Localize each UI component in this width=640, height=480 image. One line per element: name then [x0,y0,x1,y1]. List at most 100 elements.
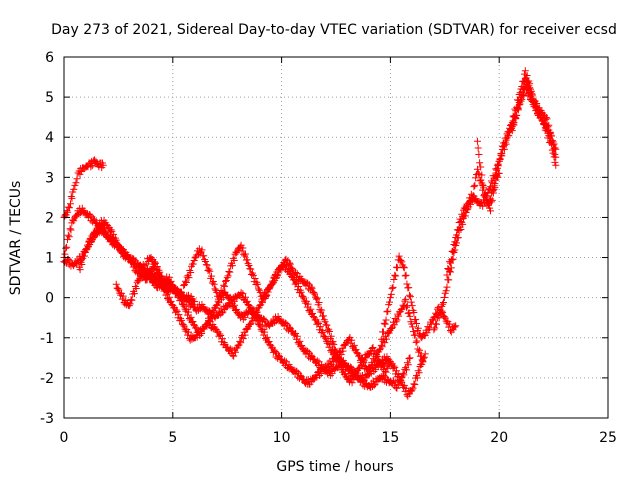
data-point [439,300,447,308]
data-point [314,318,322,326]
data-point [222,276,230,284]
data-point [381,339,389,347]
data-point [107,226,115,234]
data-point [476,159,484,167]
data-point [372,366,380,374]
data-point [216,293,224,301]
data-point [473,137,481,145]
x-tick-label: 15 [381,430,399,446]
data-point [532,103,540,111]
data-point [400,264,408,272]
data-point [330,350,338,358]
data-point [393,384,401,392]
data-point [468,193,476,201]
data-point [401,365,409,373]
data-point [408,302,416,310]
data-point [552,161,560,169]
data-point [526,84,534,92]
data-point [183,273,191,281]
data-point [357,354,365,362]
y-tick-label: 3 [45,170,54,186]
data-point [397,377,405,385]
data-point [288,265,296,273]
data-point [220,281,228,289]
x-tick-label: 20 [490,430,508,446]
data-point [511,113,519,121]
data-point [157,277,165,285]
data-point [154,271,162,279]
data-point [203,320,211,328]
data-point [179,301,187,309]
data-point [188,299,196,307]
data-point [178,296,186,304]
data-point [163,288,171,296]
data-point [207,314,215,322]
data-point [486,195,494,203]
data-point [486,196,494,204]
data-point [100,227,108,235]
data-point [167,297,175,305]
data-point [191,254,199,262]
data-point [313,294,321,302]
data-point [164,294,172,302]
data-point [408,386,416,394]
data-point [475,150,483,158]
data-point [479,202,487,210]
data-point [184,295,192,303]
data-point [388,324,396,332]
data-point [143,276,151,284]
data-point [410,308,418,316]
data-point [86,241,94,249]
data-point [358,356,366,364]
data-point [466,196,474,204]
data-point [189,317,197,325]
y-tick-label: -2 [40,371,54,387]
data-point [440,313,448,321]
data-point [285,323,293,331]
data-point [184,331,192,339]
data-point [413,337,421,345]
data-point [360,359,368,367]
data-point [228,262,236,270]
data-point [395,373,403,381]
data-point [500,141,508,149]
data-point [297,288,305,296]
data-point [518,91,526,99]
data-point [513,111,521,119]
data-point [479,182,487,190]
data-point [296,337,304,345]
data-point [547,132,555,140]
data-point [118,295,126,303]
data-point [247,265,255,273]
data-point [293,332,301,340]
data-point [272,274,280,282]
data-point [219,288,227,296]
data-point [348,379,356,387]
data-point [393,264,401,272]
data-point [307,305,315,313]
data-point [339,365,347,373]
data-point [90,215,98,223]
data-point [414,345,422,353]
data-point [125,302,133,310]
data-point [281,260,289,268]
data-point [447,256,455,264]
data-point [453,231,461,239]
data-point [457,217,465,225]
data-point [407,298,415,306]
data-point [498,149,506,157]
data-point [226,345,234,353]
data-point [337,351,345,359]
data-point [446,258,454,266]
data-point [378,335,386,343]
data-point [546,129,554,137]
data-point [399,369,407,377]
data-point [481,192,489,200]
y-tick-label: -3 [40,411,54,427]
data-point [61,250,69,258]
data-point [208,272,216,280]
data-point [472,174,480,182]
data-point [412,316,420,324]
data-point [182,279,190,287]
data-point [548,138,556,146]
